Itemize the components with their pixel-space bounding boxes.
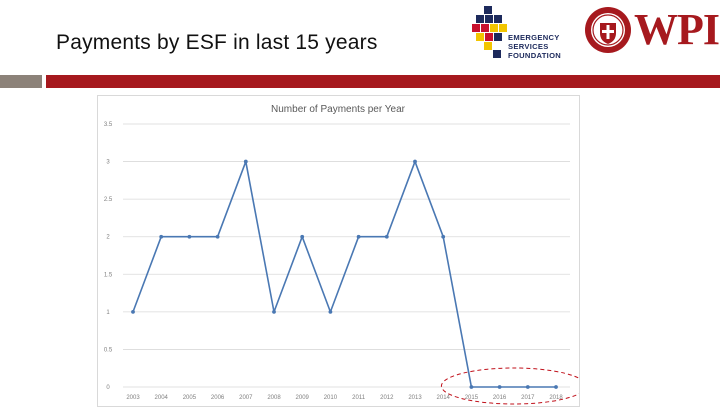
- x-tick-label: 2015: [465, 395, 479, 401]
- data-point: [131, 309, 135, 314]
- esf-logo-text-line1: EMERGENCY: [508, 33, 560, 42]
- x-tick-label: 2008: [267, 395, 281, 401]
- x-tick-label: 2004: [155, 395, 169, 401]
- x-tick-label: 2016: [493, 395, 507, 401]
- esf-logo: [472, 6, 507, 58]
- y-tick-label: 3.5: [104, 122, 113, 128]
- data-point: [272, 309, 276, 314]
- y-tick-label: 3: [106, 160, 110, 166]
- x-tick-label: 2006: [211, 395, 225, 401]
- data-point: [497, 385, 502, 389]
- x-tick-label: 2013: [408, 395, 422, 401]
- wpi-wordmark: WPI: [634, 5, 720, 54]
- data-point: [554, 385, 558, 389]
- x-tick-label: 2012: [380, 395, 394, 401]
- chart-panel: Number of Payments per Year 3.5 3 2.5 2 1.5 1…: [97, 95, 580, 407]
- line-chart: Number of Payments per Year 3.5 3 2.5 2 1.5 1…: [104, 104, 579, 405]
- y-tick-label: 0: [106, 385, 110, 391]
- data-point: [384, 234, 389, 239]
- x-tick-label: 2018: [549, 395, 563, 401]
- data-point: [243, 159, 248, 164]
- series-line: [132, 160, 556, 388]
- y-tick-label: 0.5: [104, 347, 113, 353]
- data-point: [328, 309, 333, 314]
- data-point: [215, 234, 220, 239]
- y-tick-label: 1: [106, 310, 110, 316]
- y-tick-label: 2: [106, 235, 110, 241]
- data-point: [469, 385, 474, 389]
- x-tick-label: 2003: [126, 395, 140, 401]
- title-rule-red: [46, 75, 720, 88]
- x-tick-label: 2017: [521, 395, 535, 401]
- chart-title: Number of Payments per Year: [271, 104, 406, 115]
- y-tick-label: 2.5: [104, 197, 113, 203]
- esf-logo-text-line2: SERVICES: [508, 42, 549, 51]
- data-point: [441, 234, 446, 239]
- y-tick-label: 1.5: [104, 272, 113, 278]
- wpi-seal-icon: [585, 7, 631, 53]
- x-tick-label: 2010: [324, 395, 338, 401]
- data-point: [525, 385, 530, 389]
- data-point: [159, 234, 164, 239]
- x-tick-label: 2011: [352, 395, 366, 401]
- data-point: [187, 234, 192, 239]
- data-point: [300, 234, 305, 239]
- data-point: [413, 159, 417, 164]
- highlight-ellipse: [440, 367, 579, 405]
- x-tick-label: 2014: [437, 395, 451, 401]
- slide-title: Payments by ESF in last 15 years: [56, 31, 378, 54]
- x-tick-label: 2007: [239, 395, 253, 401]
- x-tick-label: 2009: [296, 395, 310, 401]
- data-point: [356, 234, 361, 239]
- x-tick-label: 2005: [183, 395, 197, 401]
- title-rule-grey: [0, 75, 42, 88]
- esf-logo-text-line3: FOUNDATION: [508, 51, 562, 60]
